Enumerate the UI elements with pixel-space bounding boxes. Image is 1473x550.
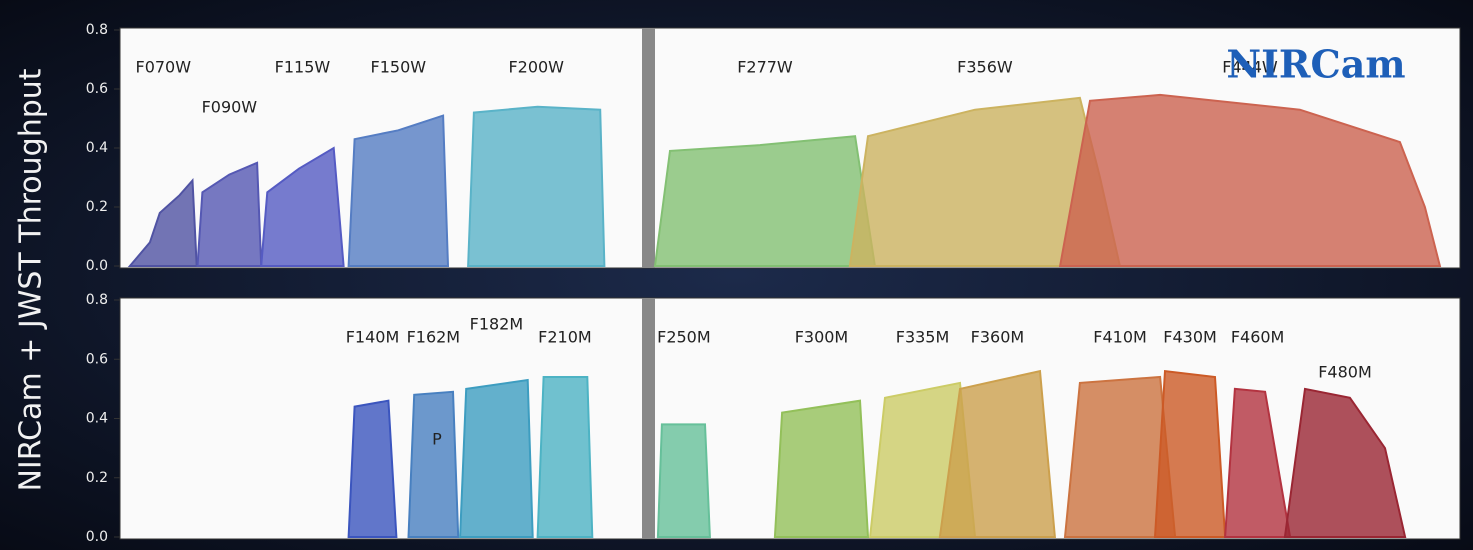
filter-curve xyxy=(775,401,868,537)
filter-curve xyxy=(655,136,875,266)
y-tick-label: 0.2 xyxy=(86,470,108,486)
filter-label: F250M xyxy=(657,328,711,347)
y-tick-label: 0.4 xyxy=(86,140,108,156)
y-tick-label: 0.6 xyxy=(86,351,108,367)
filter-label: F140M xyxy=(346,328,400,347)
y-tick-label: 0.0 xyxy=(86,529,108,545)
filter-curve xyxy=(460,380,533,537)
filter-label: F335M xyxy=(896,328,950,347)
axis-break xyxy=(642,28,655,268)
filter-label: F182M xyxy=(470,315,524,334)
filter-label: F150W xyxy=(371,58,427,77)
filter-curve xyxy=(468,107,604,266)
filter-label: F410M xyxy=(1093,328,1147,347)
y-tick-label: 0.2 xyxy=(86,199,108,215)
filter-label: F356W xyxy=(957,58,1013,77)
instrument-title: NIRCam xyxy=(1226,42,1405,87)
filter-label: F430M xyxy=(1163,328,1217,347)
filter-curve xyxy=(1155,371,1225,537)
annotation: P xyxy=(432,430,442,449)
filter-label: F115W xyxy=(275,58,331,77)
axis-break xyxy=(642,298,655,539)
filter-label: F090W xyxy=(202,98,258,117)
filter-label: F162M xyxy=(407,328,461,347)
filter-label: F360M xyxy=(971,328,1025,347)
filter-label: F300M xyxy=(795,328,849,347)
filter-label: F277W xyxy=(737,58,793,77)
filter-label: F070W xyxy=(135,58,191,77)
y-tick-label: 0.0 xyxy=(86,258,108,274)
filter-label: F200W xyxy=(508,58,564,77)
chart: NIRCam + JWST Throughput 0.0 0.2 0.4 0.6 0.8… xyxy=(0,0,1473,550)
filter-curve xyxy=(349,401,397,537)
y-tick-label: 0.8 xyxy=(86,22,108,38)
y-tick-label: 0.8 xyxy=(86,292,108,308)
filter-curve xyxy=(349,116,448,266)
filter-label: F460M xyxy=(1231,328,1285,347)
y-axis-label: NIRCam + JWST Throughput xyxy=(14,68,49,491)
filter-label: F210M xyxy=(538,328,592,347)
y-tick-label: 0.6 xyxy=(86,81,108,97)
y-tick-label: 0.4 xyxy=(86,411,108,427)
filter-curve xyxy=(538,377,593,537)
page: NIRCam + JWST Throughput 0.0 0.2 0.4 0.6 0.8… xyxy=(0,0,1473,550)
filter-curve xyxy=(409,392,459,537)
filter-curve xyxy=(658,424,710,537)
filter-label: F480M xyxy=(1318,363,1372,382)
